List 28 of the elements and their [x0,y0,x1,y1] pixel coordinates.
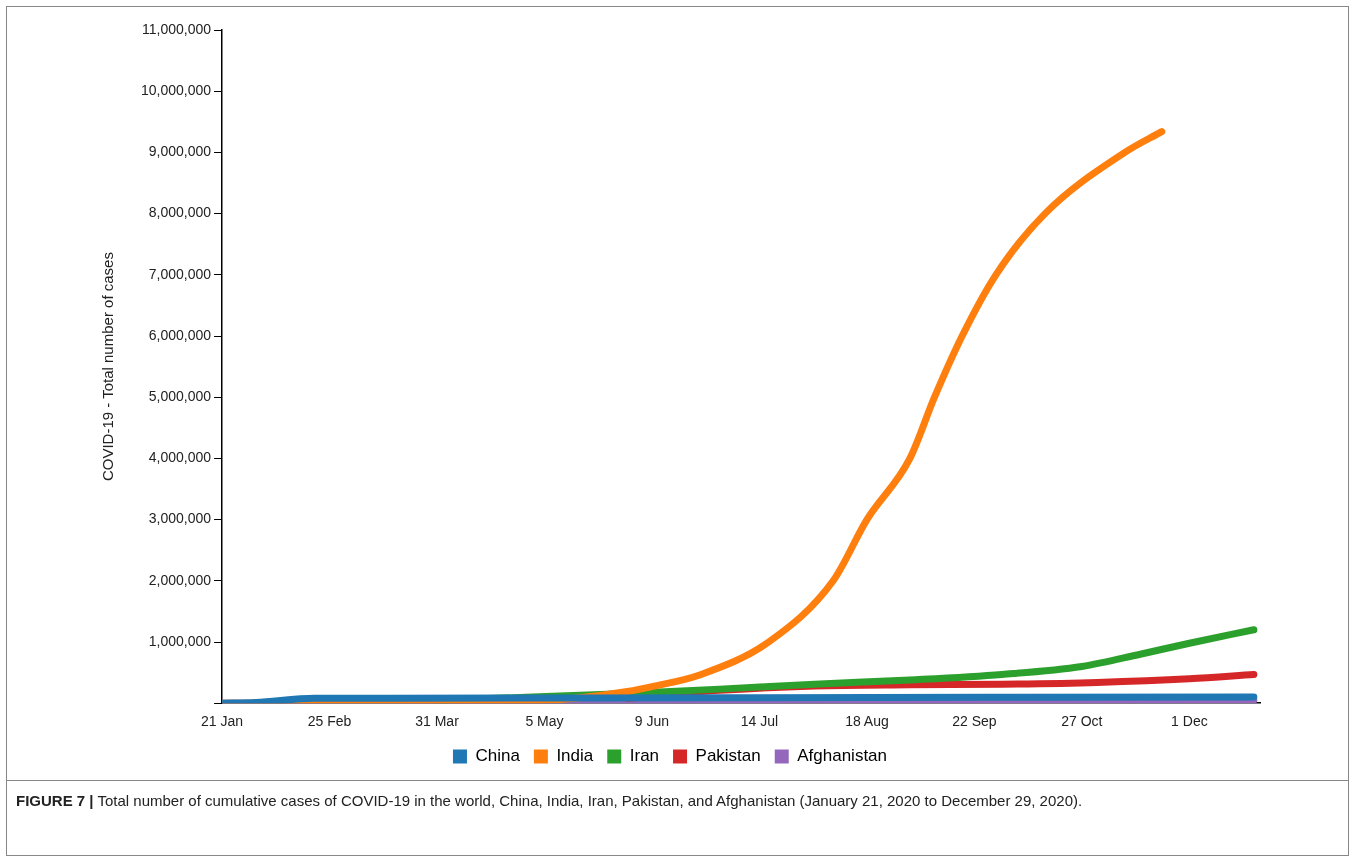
legend-label: Iran [629,746,660,766]
y-tick-label: 6,000,000 [148,326,212,343]
y-tick-label: 5,000,000 [148,388,212,405]
legend-label: China [475,746,521,766]
x-tick-label: 25 Feb [307,713,352,730]
y-tick-label: 7,000,000 [148,265,212,282]
x-tick-label: 18 Aug [845,713,889,730]
y-tick-label: 11,000,000 [142,20,212,37]
x-tick-label: 9 Jun [634,713,670,730]
y-tick-label: 4,000,000 [148,449,212,466]
caption: FIGURE 7 | Total number of cumulative cases of COVID-19 in the world, China, India, Iran, Pakistan, and Afghanistan (January 21, 2020 to December 29, 2020). [16,791,1084,811]
y-tick-label: 3,000,000 [148,510,212,527]
x-tick-label: 5 May [525,713,564,730]
legend-label: India [556,746,594,766]
x-tick-label: 21 Jan [201,713,244,730]
x-tick-label: 14 Jul [740,713,779,730]
y-axis-title: COVID-19 - Total number of cases [99,252,117,482]
x-tick-label: 1 Dec [1171,713,1208,730]
y-tick-label: 9,000,000 [148,143,212,160]
legend-label: Afghanistan [797,746,888,766]
y-tick-label: 10,000,000 [140,82,212,99]
y-tick-label: 2,000,000 [148,571,212,588]
legend-label: Pakistan [695,746,761,766]
x-tick-label: 31 Mar [415,713,460,730]
y-tick-label: 1,000,000 [148,632,212,649]
x-tick-label: 27 Oct [1061,713,1103,730]
y-tick-label: 8,000,000 [148,204,212,221]
x-tick-label: 22 Sep [952,713,997,730]
